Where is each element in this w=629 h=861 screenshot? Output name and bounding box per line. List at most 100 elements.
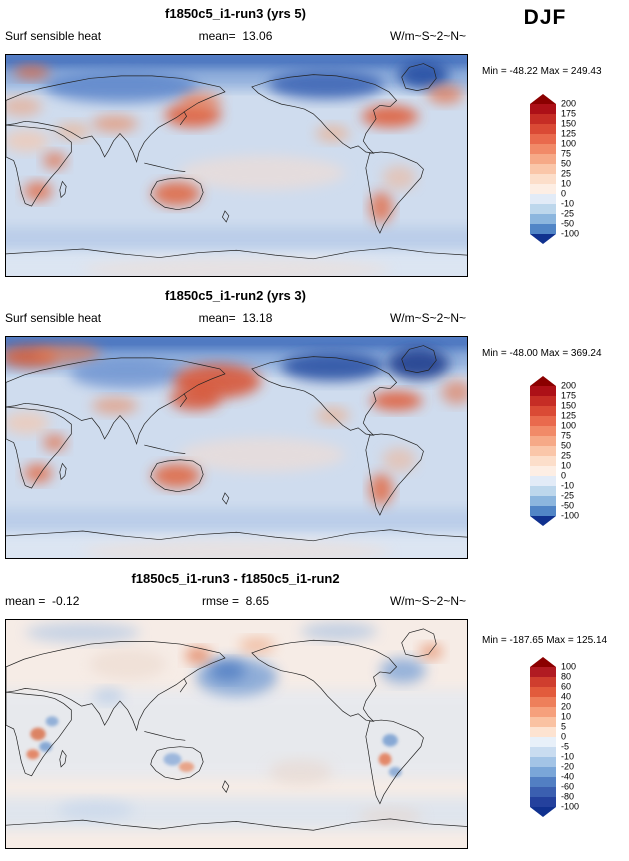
colorbar-segment	[530, 717, 556, 727]
variable-label: Surf sensible heat	[5, 29, 102, 43]
stats-row: Surf sensible heat mean= 13.06 W/m~S~2~N…	[5, 29, 466, 43]
colorbar-segment	[530, 787, 556, 797]
colorbar-tick-label: 10	[561, 711, 572, 722]
panel-title: f1850c5_i1-run3 (yrs 5)	[165, 6, 306, 21]
minmax-label: Min = -48.22 Max = 249.43	[482, 66, 602, 77]
colorbar-tick-label: 75	[561, 430, 572, 441]
contour-fill-patch	[397, 61, 450, 89]
coastline	[252, 357, 397, 436]
colorbar-tick-label: -25	[561, 490, 575, 501]
colorbar: 200 175 150 125 100 75 50 25 10 0 -10 -25 -50 -100	[530, 376, 608, 526]
colorbar-segment	[530, 466, 556, 476]
coastline	[366, 434, 424, 515]
minmax-label: Min = -48.00 Max = 369.24	[482, 348, 602, 359]
colorbar-tick-label: 60	[561, 681, 572, 692]
colorbar-segment	[530, 456, 556, 466]
colorbar-segment	[530, 224, 556, 234]
stats-row: mean = -0.12 rmse = 8.65 W/m~S~2~N~	[5, 594, 466, 608]
units-label: W/m~S~2~N~	[389, 594, 467, 608]
colorbar-segment	[530, 436, 556, 446]
colorbar-tick-label: -5	[561, 741, 570, 752]
colorbar-tick-label: -25	[561, 208, 575, 219]
colorbar-tick-label: 175	[561, 390, 577, 401]
map-frame	[5, 54, 468, 277]
colorbar-segment	[530, 124, 556, 134]
contour-fill-patch	[163, 753, 182, 766]
coastline	[366, 152, 424, 233]
colorbar-tick-label: 100	[561, 420, 577, 431]
coastline	[252, 75, 397, 154]
colorbar-segment	[530, 214, 556, 224]
contour-fill-patch	[382, 734, 398, 747]
coastline	[180, 111, 186, 125]
colorbar-tick-label: -100	[561, 801, 580, 812]
colorbar-tick-label: 100	[561, 661, 577, 672]
coastline	[402, 629, 437, 657]
colorbar-segment	[530, 757, 556, 767]
contour-fill-patch	[387, 348, 450, 380]
colorbar-tick-label: 200	[561, 380, 577, 391]
contour-fill-patch	[6, 55, 467, 75]
colorbar-tick-label: 125	[561, 410, 577, 421]
colorbar-tick-label: 5	[561, 721, 567, 732]
coastline	[180, 393, 186, 407]
map-frame	[5, 619, 468, 849]
contour-fill-patch	[82, 539, 391, 558]
coastline	[6, 642, 225, 731]
colorbar-segment	[530, 426, 556, 436]
contour-fill-patch	[382, 447, 416, 473]
contour-fill-patch	[45, 716, 59, 727]
coastline	[222, 781, 228, 792]
coastline	[222, 493, 228, 504]
coastline	[6, 819, 467, 830]
colorbar-segment	[530, 446, 556, 456]
colorbar-segment	[530, 194, 556, 204]
contour-fill-patch	[13, 64, 50, 80]
colorbar-segment	[530, 777, 556, 787]
colorbar-segment	[530, 727, 556, 737]
colorbar-tick-label: 175	[561, 108, 577, 119]
units-label: W/m~S~2~N~	[389, 29, 467, 43]
colorbar-tick-label: 100	[561, 138, 577, 149]
contour-fill-patch	[382, 165, 416, 191]
colorbar-segment	[530, 737, 556, 747]
contour-fill-patch	[358, 807, 423, 826]
colorbar-tick-label: 50	[561, 158, 572, 169]
contour-fill-patch	[6, 96, 42, 117]
contour-fill-patch	[209, 660, 246, 681]
minmax-label: Min = -187.65 Max = 125.14	[482, 635, 608, 646]
colorbar-segment	[530, 234, 556, 244]
coastline	[6, 407, 71, 488]
contour-fill-patch	[25, 622, 141, 643]
colorbar-tick-label: 25	[561, 450, 572, 461]
colorbar-segment	[530, 747, 556, 757]
contour-fill-patch	[89, 649, 167, 680]
colorbar-segment	[530, 697, 556, 707]
coastline	[222, 211, 228, 222]
colorbar-tick-label: 0	[561, 188, 567, 199]
colorbar-tick-label: 0	[561, 470, 567, 481]
colorbar-tick-label: 80	[561, 671, 572, 682]
contour-fill-patch	[82, 257, 391, 276]
panel-title: f1850c5_i1-run3 - f1850c5_i1-run2	[131, 571, 340, 586]
coastline	[151, 747, 204, 780]
contour-fill-patch	[419, 644, 443, 660]
coastline	[6, 358, 225, 444]
colorbar-segment	[530, 396, 556, 406]
rmse-value: rmse = 8.65	[201, 594, 270, 608]
colorbar-tick-label: 75	[561, 148, 572, 159]
colorbar-tick-label: 200	[561, 98, 577, 109]
colorbar-tick-label: -50	[561, 500, 575, 511]
world-map-run3	[6, 55, 467, 276]
contour-fill-patch	[57, 799, 135, 821]
colorbar-tick-label: 125	[561, 128, 577, 139]
contour-fill-patch	[6, 337, 467, 357]
colorbar-segment	[530, 486, 556, 496]
contour-fill-patch	[151, 181, 201, 207]
colorbar-segment	[530, 184, 556, 194]
colorbar-tick-label: 150	[561, 400, 577, 411]
colorbar-tick-label: -100	[561, 228, 580, 239]
colorbar-segment	[530, 154, 556, 164]
colorbar-segment	[530, 707, 556, 717]
colorbar-tick-label: 20	[561, 701, 572, 712]
